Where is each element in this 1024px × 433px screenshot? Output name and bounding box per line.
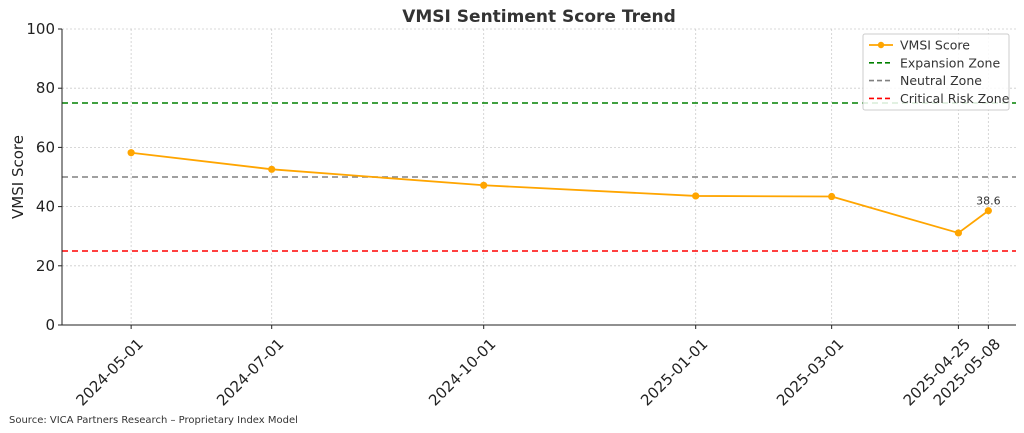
legend-label: Critical Risk Zone — [900, 91, 1010, 106]
y-tick-label: 80 — [36, 79, 55, 97]
data-point — [984, 207, 992, 215]
x-tick-label: 2025-01-01 — [637, 335, 711, 409]
data-point — [127, 149, 135, 157]
data-point — [954, 229, 962, 237]
x-tick-label: 2024-07-01 — [213, 335, 287, 409]
data-label: 38.6 — [976, 195, 1001, 208]
series-line — [131, 151, 989, 234]
legend-box — [862, 33, 1010, 111]
y-tick-label: 60 — [36, 138, 55, 156]
data-point — [828, 192, 836, 201]
y-tick-label: 100 — [26, 20, 55, 38]
source-note: Source: VICA Partners Research – Proprie… — [9, 415, 298, 426]
data-point — [268, 165, 276, 173]
legend-label: Neutral Zone — [900, 73, 982, 88]
y-tick-label: 20 — [36, 257, 55, 275]
y-axis-label: VMSI Score — [9, 135, 27, 219]
series-layer: 38.6 — [127, 149, 1001, 237]
x-tick-label: 2025-03-01 — [773, 335, 847, 409]
legend-label: Expansion Zone — [900, 55, 1000, 70]
x-tick-label: 2024-05-01 — [73, 335, 147, 409]
data-point — [480, 181, 488, 189]
data-point — [692, 192, 700, 200]
legend: VMSI Score Expansion Zone Neutral Zone Crit… — [862, 33, 1010, 111]
chart-title: VMSI Sentiment Score Trend — [402, 7, 676, 27]
legend-marker — [877, 41, 885, 49]
y-tick-label: 40 — [36, 198, 55, 216]
y-tick-label: 0 — [45, 316, 55, 334]
reference-lines — [62, 102, 1016, 252]
x-tick-label: 2024-10-01 — [425, 335, 499, 409]
legend-label: VMSI Score — [900, 38, 970, 53]
